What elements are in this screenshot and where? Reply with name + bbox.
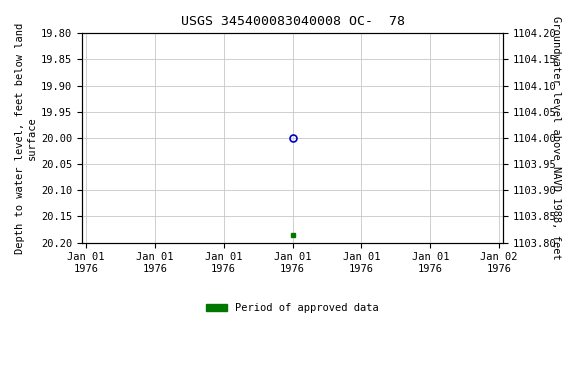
Legend: Period of approved data: Period of approved data xyxy=(202,299,383,317)
Y-axis label: Depth to water level, feet below land
surface: Depth to water level, feet below land su… xyxy=(15,22,37,253)
Title: USGS 345400083040008 OC-  78: USGS 345400083040008 OC- 78 xyxy=(180,15,404,28)
Y-axis label: Groundwater level above NAVD 1988, feet: Groundwater level above NAVD 1988, feet xyxy=(551,16,561,260)
